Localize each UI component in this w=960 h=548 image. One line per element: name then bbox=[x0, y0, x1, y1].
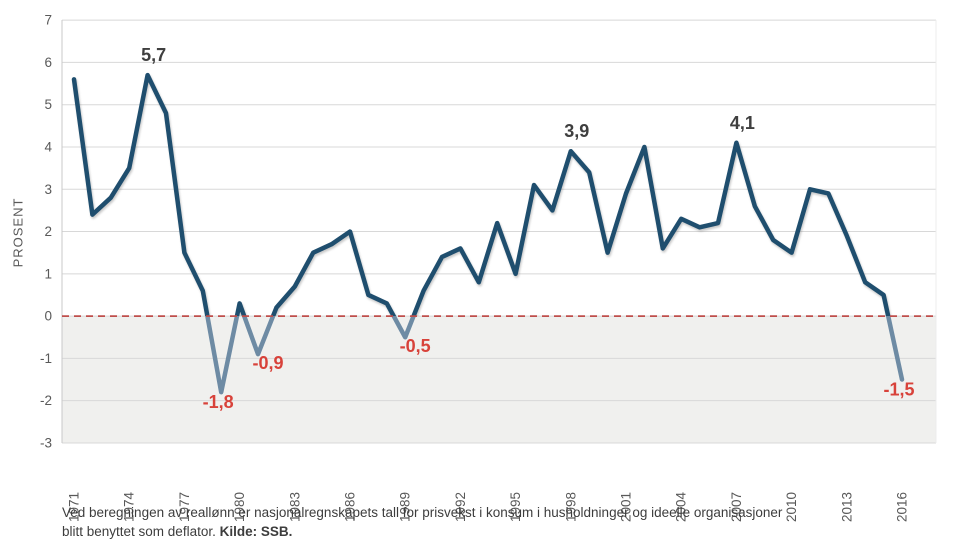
x-tick-label: 1971 bbox=[67, 492, 82, 522]
x-tick-label: 1980 bbox=[232, 492, 247, 522]
caption-source: Kilde: SSB. bbox=[219, 524, 293, 539]
x-tick-label: 1977 bbox=[177, 492, 192, 522]
y-tick-label-7: 7 bbox=[44, 13, 52, 28]
series-layer bbox=[71, 72, 905, 395]
x-tick-label: 2007 bbox=[729, 492, 744, 522]
annotation--0.5: -0,5 bbox=[400, 336, 431, 356]
x-tick-label: 1983 bbox=[287, 492, 302, 522]
x-tick-label: 2004 bbox=[674, 492, 689, 523]
annotation--0.9: -0,9 bbox=[252, 353, 283, 373]
x-tick-label: 1995 bbox=[508, 492, 523, 522]
y-tick-label--2: -2 bbox=[40, 393, 52, 408]
y-tick-label-6: 6 bbox=[44, 55, 52, 70]
below-zero-shading bbox=[62, 316, 936, 443]
y-tick-label-4: 4 bbox=[44, 139, 52, 154]
x-tick-label: 1989 bbox=[398, 492, 413, 522]
chart-caption: Ved beregningen av reallønn er nasjonalr… bbox=[62, 503, 786, 541]
annotation--1.8: -1,8 bbox=[203, 392, 234, 412]
y-tick-label-5: 5 bbox=[44, 97, 52, 112]
annotation--1.5: -1,5 bbox=[883, 380, 914, 400]
x-tick-label: 1986 bbox=[343, 492, 358, 522]
x-tick-label: 1974 bbox=[122, 492, 137, 523]
x-tick-label: 2013 bbox=[839, 492, 854, 522]
x-tick-label: 1992 bbox=[453, 492, 468, 522]
y-tick-label--3: -3 bbox=[40, 435, 52, 450]
x-tick-label: 2001 bbox=[619, 492, 634, 522]
x-tick-label: 2010 bbox=[784, 492, 799, 522]
y-tick-label-1: 1 bbox=[44, 266, 52, 281]
annotations-layer: 5,7 -1,8 -0,9 -0,5 3,9 4,1 -1,5 bbox=[141, 45, 914, 412]
annotation-4.1: 4,1 bbox=[730, 113, 755, 133]
y-tick-label--1: -1 bbox=[40, 351, 52, 366]
y-tick-label-0: 0 bbox=[44, 309, 52, 324]
plot-background-layer bbox=[62, 316, 936, 443]
x-tick-label: 2016 bbox=[895, 492, 910, 522]
y-axis-labels-layer: 7 6 5 4 3 2 1 0 -1 -2 -3 bbox=[40, 13, 53, 451]
caption-text: Ved beregningen av reallønn er nasjonalr… bbox=[62, 505, 783, 539]
y-tick-label-2: 2 bbox=[44, 224, 52, 239]
y-tick-label-3: 3 bbox=[44, 182, 52, 197]
annotation-3.9: 3,9 bbox=[564, 121, 589, 141]
real-wage-line bbox=[71, 72, 891, 317]
real-wage-line-negative-segment bbox=[205, 316, 905, 395]
x-axis-labels-layer: 1971 1974 1977 1980 1983 1986 1989 1992 1995 1998… bbox=[67, 492, 910, 523]
annotation-5.7: 5,7 bbox=[141, 45, 166, 65]
y-axis-title: PROSENT bbox=[10, 197, 26, 268]
x-tick-label: 1998 bbox=[563, 492, 578, 522]
